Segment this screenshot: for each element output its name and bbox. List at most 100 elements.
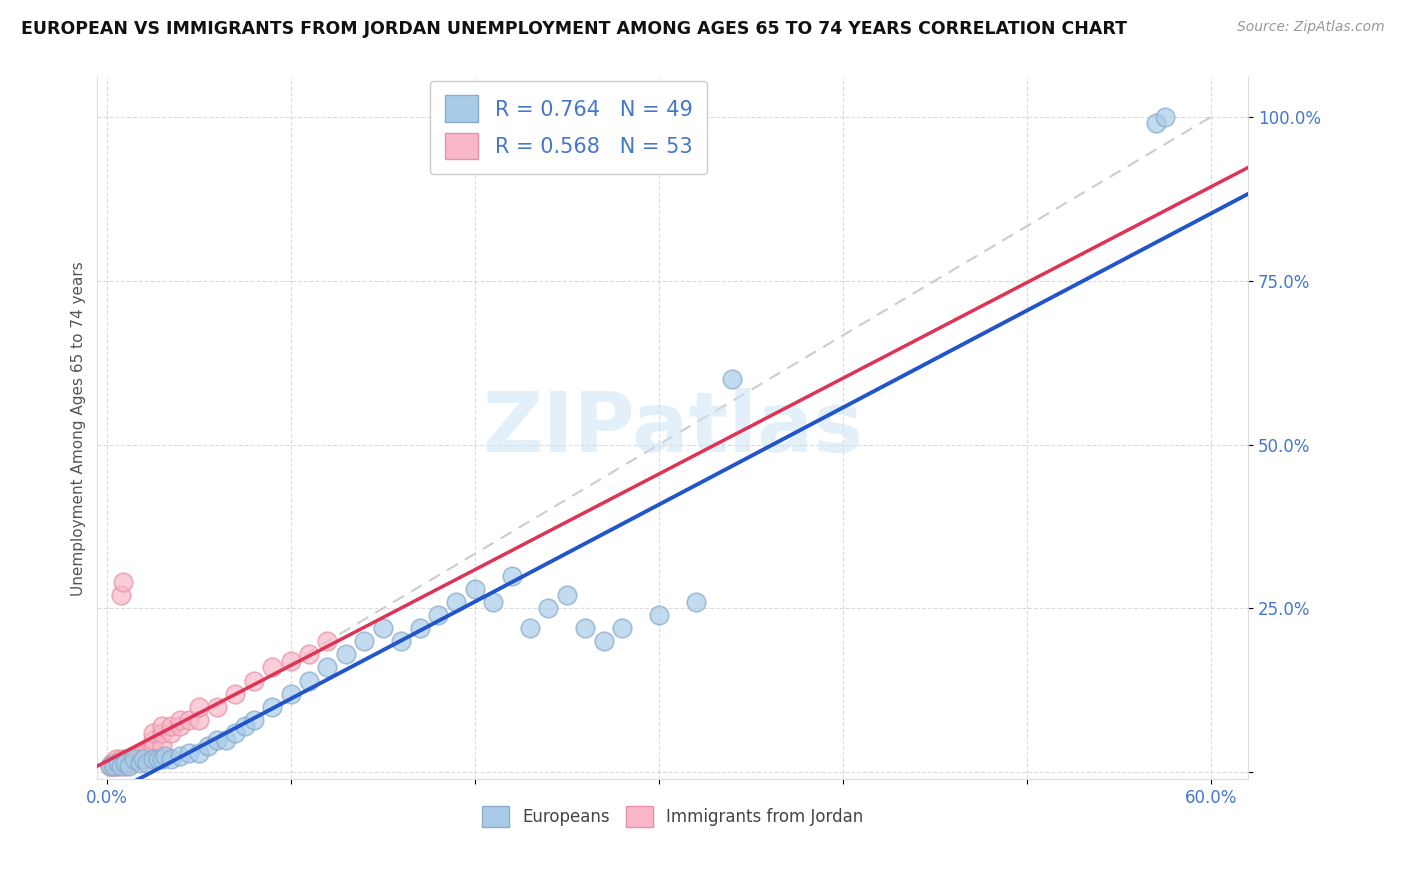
Point: [127, 752, 149, 766]
Point: [298, 673, 321, 688]
Point: [98, 759, 121, 773]
Point: [197, 739, 219, 753]
Point: [262, 660, 284, 674]
Text: EUROPEAN VS IMMIGRANTS FROM JORDAN UNEMPLOYMENT AMONG AGES 65 TO 74 YEARS CORREL: EUROPEAN VS IMMIGRANTS FROM JORDAN UNEMP…: [21, 20, 1128, 37]
Point: [224, 726, 246, 740]
Point: [132, 746, 155, 760]
Point: [169, 719, 191, 733]
Point: [104, 756, 127, 770]
Point: [150, 719, 173, 733]
Point: [519, 621, 541, 635]
Point: [280, 654, 302, 668]
Point: [160, 726, 183, 740]
Point: [446, 595, 468, 609]
Point: [215, 732, 238, 747]
Point: [103, 759, 125, 773]
Point: [108, 759, 131, 773]
Point: [98, 759, 121, 773]
Point: [243, 713, 266, 727]
Point: [131, 749, 153, 764]
Point: [243, 673, 266, 688]
Point: [233, 719, 256, 733]
Point: [110, 756, 132, 770]
Point: [685, 595, 707, 609]
Point: [537, 601, 560, 615]
Point: [155, 749, 177, 764]
Point: [169, 713, 191, 727]
Point: [110, 752, 132, 766]
Legend: Europeans, Immigrants from Jordan: Europeans, Immigrants from Jordan: [475, 799, 870, 834]
Point: [205, 699, 228, 714]
Point: [107, 756, 129, 770]
Point: [114, 759, 136, 773]
Point: [187, 713, 209, 727]
Point: [316, 660, 339, 674]
Point: [353, 634, 375, 648]
Point: [122, 749, 145, 764]
Point: [501, 568, 523, 582]
Point: [142, 739, 165, 753]
Point: [104, 752, 127, 766]
Text: Source: ZipAtlas.com: Source: ZipAtlas.com: [1237, 20, 1385, 34]
Point: [117, 752, 139, 766]
Point: [107, 756, 129, 770]
Point: [103, 756, 125, 770]
Point: [142, 752, 165, 766]
Point: [114, 756, 136, 770]
Point: [142, 726, 165, 740]
Point: [117, 756, 139, 770]
Point: [122, 752, 145, 766]
Point: [179, 713, 201, 727]
Point: [160, 752, 183, 766]
Point: [128, 746, 150, 760]
Point: [120, 752, 142, 766]
Point: [482, 595, 505, 609]
Point: [104, 759, 127, 773]
Point: [150, 726, 173, 740]
Point: [555, 588, 578, 602]
Point: [122, 752, 145, 766]
Point: [103, 759, 125, 773]
Point: [128, 756, 150, 770]
Point: [179, 746, 201, 760]
Point: [335, 648, 357, 662]
Point: [205, 732, 228, 747]
Point: [574, 621, 596, 635]
Point: [125, 749, 148, 764]
Point: [136, 746, 159, 760]
Text: ZIPatlas: ZIPatlas: [482, 388, 863, 468]
Point: [112, 575, 135, 590]
Point: [150, 752, 173, 766]
Point: [1144, 116, 1167, 130]
Point: [117, 759, 139, 773]
Point: [132, 752, 155, 766]
Point: [1154, 110, 1177, 124]
Point: [110, 588, 132, 602]
Point: [114, 752, 136, 766]
Point: [592, 634, 614, 648]
Point: [142, 742, 165, 756]
Point: [146, 752, 169, 766]
Point: [142, 732, 165, 747]
Point: [132, 752, 155, 766]
Point: [426, 607, 449, 622]
Point: [150, 739, 173, 753]
Point: [371, 621, 394, 635]
Point: [262, 699, 284, 714]
Point: [101, 756, 124, 770]
Point: [610, 621, 633, 635]
Point: [136, 756, 159, 770]
Point: [464, 582, 486, 596]
Point: [298, 648, 321, 662]
Point: [721, 372, 744, 386]
Point: [316, 634, 339, 648]
Y-axis label: Unemployment Among Ages 65 to 74 years: Unemployment Among Ages 65 to 74 years: [72, 260, 86, 596]
Point: [120, 756, 142, 770]
Point: [101, 759, 124, 773]
Point: [108, 756, 131, 770]
Point: [160, 719, 183, 733]
Point: [408, 621, 430, 635]
Point: [169, 749, 191, 764]
Point: [648, 607, 671, 622]
Point: [110, 759, 132, 773]
